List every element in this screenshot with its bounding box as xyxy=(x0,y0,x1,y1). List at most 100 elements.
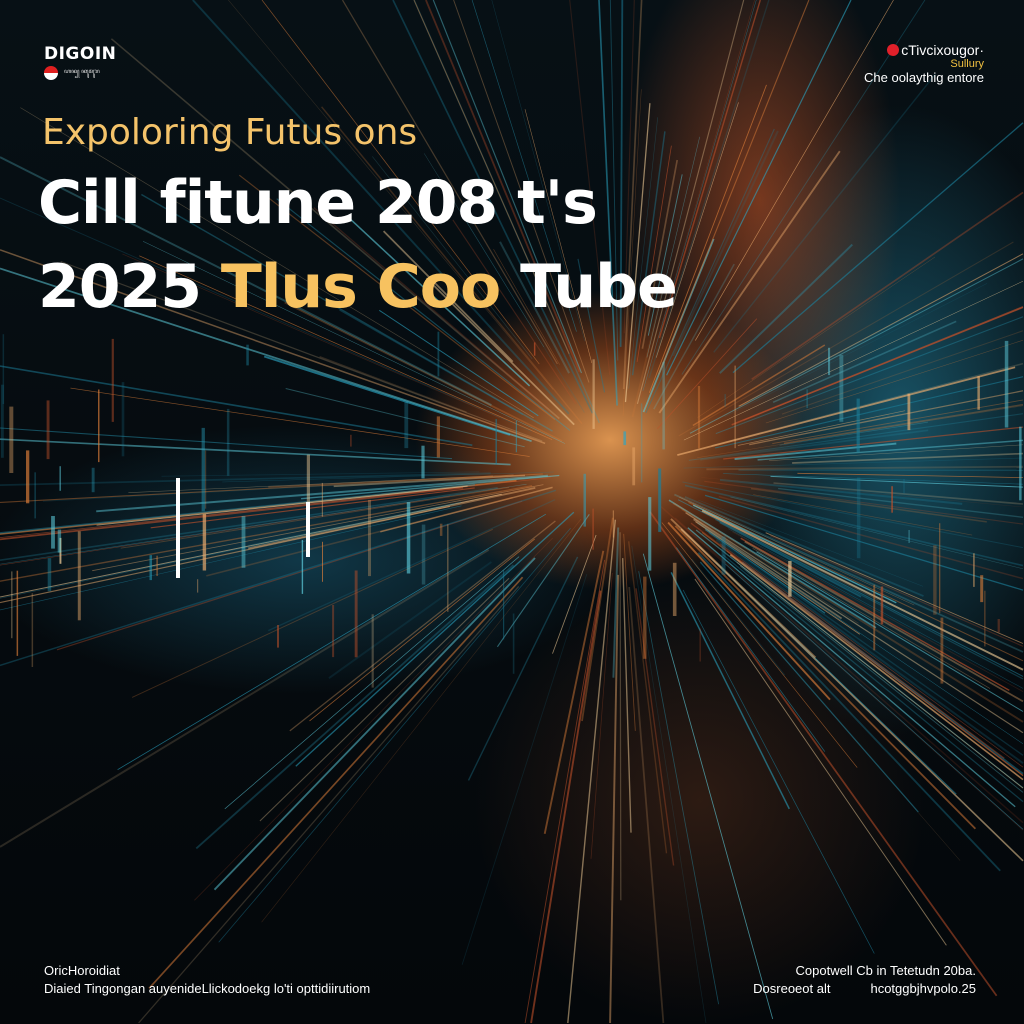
light-streak xyxy=(0,485,533,582)
light-streak xyxy=(697,405,1024,458)
light-bar xyxy=(322,541,323,582)
light-streak xyxy=(0,365,473,447)
light-bar xyxy=(1,384,4,458)
light-streak xyxy=(743,307,1024,421)
bottom-right-line2a: Dosreoeot alt xyxy=(753,981,831,996)
light-streak xyxy=(631,131,666,376)
light-streak xyxy=(657,0,810,375)
light-streak xyxy=(688,501,1024,662)
light-streak xyxy=(695,0,894,341)
light-streak xyxy=(471,0,577,332)
light-streak xyxy=(248,487,536,550)
light-streak xyxy=(658,0,761,339)
light-bar xyxy=(57,529,62,553)
light-bar xyxy=(368,499,371,577)
light-streak xyxy=(543,550,605,834)
light-streak xyxy=(213,557,536,891)
light-streak xyxy=(715,316,1024,435)
light-bar xyxy=(891,486,893,513)
light-streak xyxy=(609,574,620,1024)
light-streak xyxy=(0,477,551,538)
light-streak xyxy=(672,502,1024,723)
light-bar xyxy=(933,545,937,615)
headline-second: 2025 Tlus Coo Tube xyxy=(38,252,678,322)
light-bar xyxy=(612,510,614,538)
light-streak xyxy=(648,84,767,393)
light-streak xyxy=(631,545,707,1024)
light-streak xyxy=(646,136,700,358)
light-bar xyxy=(873,584,876,651)
light-streak xyxy=(666,0,852,376)
light-streak xyxy=(769,535,1024,647)
light-streak xyxy=(0,487,498,561)
light-bar xyxy=(156,555,158,576)
light-streak xyxy=(723,426,1024,460)
light-streak xyxy=(628,587,665,1024)
light-bar xyxy=(332,605,335,658)
light-streak xyxy=(425,277,575,426)
light-streak xyxy=(636,145,672,362)
light-bar xyxy=(973,553,975,587)
light-bar xyxy=(31,593,34,667)
light-streak xyxy=(453,0,590,383)
light-streak xyxy=(372,156,533,360)
logo-tagline: ꦲꦤ꧀ ꦏꦸꦩꦸꦫ xyxy=(64,69,100,75)
light-streak xyxy=(697,256,936,418)
light-streak xyxy=(674,517,1024,824)
light-streak xyxy=(681,509,859,624)
light-streak xyxy=(459,211,585,413)
light-streak xyxy=(289,520,556,732)
light-bar xyxy=(1004,340,1009,428)
light-bar xyxy=(277,625,279,648)
light-streak xyxy=(655,102,739,358)
light-streak xyxy=(781,330,1024,415)
light-bar xyxy=(908,530,910,543)
light-streak xyxy=(640,0,755,398)
light-bar xyxy=(406,502,411,574)
bottom-left-line1: OricHoroidiat xyxy=(44,963,120,978)
light-streak xyxy=(284,301,563,442)
light-streak xyxy=(222,471,554,483)
light-streak xyxy=(726,550,1024,776)
light-streak xyxy=(677,366,1016,456)
light-streak xyxy=(739,565,1024,793)
light-streak xyxy=(96,485,468,526)
light-bar xyxy=(91,467,95,493)
light-bar xyxy=(658,468,662,532)
light-streak xyxy=(128,474,514,493)
light-streak xyxy=(692,344,826,427)
light-bar xyxy=(640,403,643,483)
light-streak xyxy=(0,495,450,566)
light-bar xyxy=(371,614,374,688)
light-streak xyxy=(706,513,879,601)
light-streak xyxy=(638,571,719,1005)
light-bar xyxy=(111,338,114,422)
light-bar xyxy=(26,450,30,504)
light-streak xyxy=(772,399,1024,445)
light-streak xyxy=(751,191,1024,380)
light-streak xyxy=(708,532,1024,756)
light-streak xyxy=(524,559,606,1024)
headline-highlight: Tlus Coo xyxy=(220,252,501,322)
light-bar xyxy=(662,361,665,450)
light-streak xyxy=(268,475,493,488)
light-streak xyxy=(783,403,1024,445)
light-streak xyxy=(56,500,523,651)
light-bar xyxy=(2,334,5,404)
light-streak xyxy=(567,519,617,1024)
bottom-right-line2b: hcotggbjhvpolo.25 xyxy=(870,981,976,996)
light-streak xyxy=(797,472,1024,478)
light-bar xyxy=(980,575,984,603)
top-right-line1: cTivcixougor· xyxy=(901,42,984,58)
light-streak xyxy=(679,496,915,606)
light-streak xyxy=(683,457,1024,469)
light-streak xyxy=(0,473,543,503)
light-streak xyxy=(773,482,1024,505)
light-bar xyxy=(699,628,701,662)
light-bar xyxy=(246,344,249,366)
light-streak xyxy=(701,477,1024,508)
light-streak xyxy=(139,255,553,441)
light-streak xyxy=(425,0,581,373)
headline-year: 2025 xyxy=(38,252,202,322)
light-streak xyxy=(668,499,877,629)
